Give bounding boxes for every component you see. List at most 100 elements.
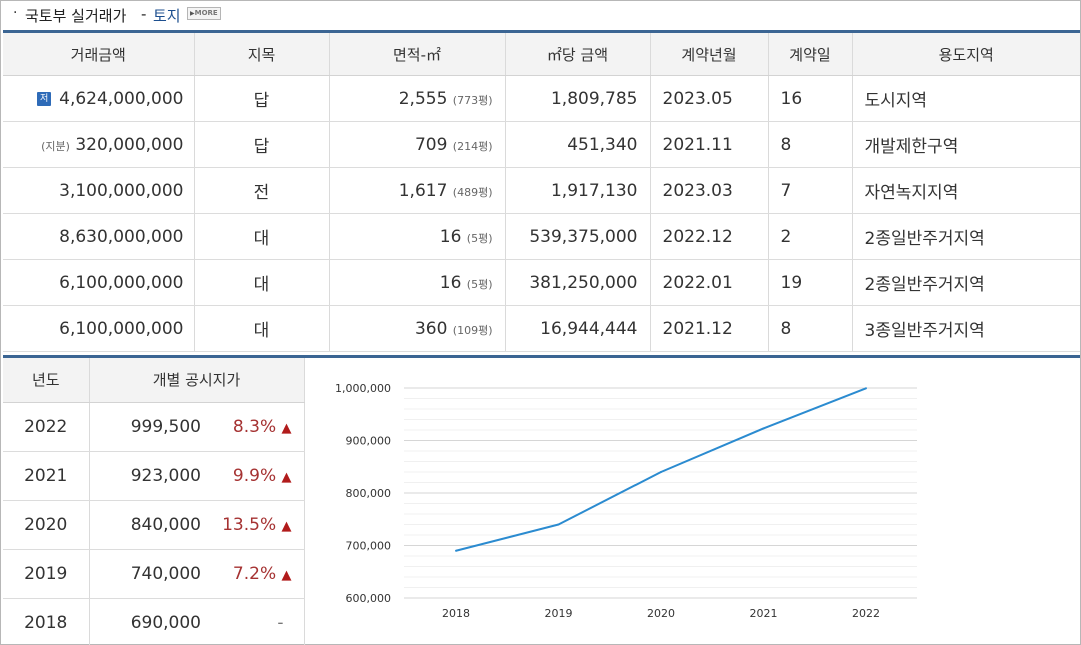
contract-day-cell: 16 — [768, 75, 853, 122]
up-arrow-icon: ▲ — [281, 567, 292, 583]
area-cell: 2,555 (773평) — [329, 75, 506, 122]
year-cell: 2020 — [3, 500, 90, 550]
area-value: 16 — [439, 272, 462, 293]
category-cell: 답 — [194, 75, 330, 122]
x-tick-label: 2019 — [545, 607, 573, 620]
x-tick-label: 2022 — [852, 607, 880, 620]
no-change-value: - — [277, 612, 284, 633]
land-price-chart-svg: 600,000 700,000 800,000 900,000 1,000,000 201… — [335, 382, 917, 620]
change-cell: 8.3% ▲ — [211, 402, 305, 452]
area-cell: 1,617 (489평) — [329, 167, 506, 214]
land-price-cell: 690,000 — [89, 598, 211, 645]
category-cell: 대 — [194, 259, 330, 306]
year-cell: 2021 — [3, 451, 90, 501]
low-floor-badge: 저 — [37, 91, 52, 106]
change-value: 13.5% — [222, 514, 277, 535]
data-point — [660, 471, 662, 473]
data-point — [865, 387, 867, 390]
zone-cell: 개발제한구역 — [852, 121, 1080, 168]
column-header: 지목 — [194, 30, 330, 76]
data-point — [762, 427, 765, 430]
table-row: 2018 690,000 - — [3, 598, 305, 645]
table-row: 6,100,000,000 대 360 (109평) 16,944,444 20… — [3, 305, 1080, 352]
table-row: 저 4,624,000,000 답 2,555 (773평) 1,809,785 … — [3, 75, 1080, 122]
y-tick-label: 600,000 — [346, 592, 392, 605]
price-cell: 6,100,000,000 — [3, 305, 195, 352]
area-value: 360 — [414, 318, 448, 339]
table-row: 6,100,000,000 대 16 (5평) 381,250,000 2022… — [3, 259, 1080, 306]
area-cell: 16 (5평) — [329, 259, 506, 306]
table-row: 8,630,000,000 대 16 (5평) 539,375,000 2022… — [3, 213, 1080, 260]
contract-day-cell: 8 — [768, 121, 853, 168]
column-header: 계약년월 — [650, 30, 769, 76]
contract-month-cell: 2021.11 — [650, 121, 769, 168]
year-cell: 2022 — [3, 402, 90, 452]
up-arrow-icon: ▲ — [281, 518, 292, 534]
share-label: (지분) — [41, 139, 70, 153]
land-price-cell: 840,000 — [89, 500, 211, 550]
category-cell: 전 — [194, 167, 330, 214]
play-icon: ▶ — [190, 10, 195, 17]
table-row: (지분) 320,000,000 답 709 (214평) 451,340 20… — [3, 121, 1080, 168]
official-land-price-table: 년도 개별 공시지가 2022 999,500 8.3% ▲ 2021 923,… — [3, 358, 305, 645]
change-value: 7.2% — [232, 563, 277, 584]
unit-price-cell: 539,375,000 — [505, 213, 651, 260]
column-header: 년도 — [3, 358, 90, 403]
contract-month-cell: 2022.01 — [650, 259, 769, 306]
title-separator: - — [141, 5, 147, 23]
pyeong-value: (109평) — [452, 323, 493, 337]
contract-month-cell: 2022.12 — [650, 213, 769, 260]
transaction-header-row: 거래금액 지목 면적-㎡ ㎡당 금액 계약년월 계약일 용도지역 — [3, 30, 1080, 76]
table-row: 2021 923,000 9.9% ▲ — [3, 451, 305, 501]
area-value: 1,617 — [398, 180, 448, 201]
zone-cell: 3종일반주거지역 — [852, 305, 1080, 352]
y-tick-label: 800,000 — [346, 487, 392, 500]
pyeong-value: (5평) — [466, 231, 493, 245]
zone-cell: 2종일반주거지역 — [852, 213, 1080, 260]
panel-subtitle: 토지 — [153, 7, 181, 25]
more-button[interactable]: ▶MORE — [187, 7, 221, 20]
price-cell: 6,100,000,000 — [3, 259, 195, 306]
pyeong-value: (214평) — [452, 139, 493, 153]
table-row: 3,100,000,000 전 1,617 (489평) 1,917,130 2… — [3, 167, 1080, 214]
price-cell: 저 4,624,000,000 — [3, 75, 195, 122]
column-header: 계약일 — [768, 30, 853, 76]
up-arrow-icon: ▲ — [281, 469, 292, 485]
contract-day-cell: 19 — [768, 259, 853, 306]
transaction-table: 거래금액 지목 면적-㎡ ㎡당 금액 계약년월 계약일 용도지역 저 4,624,… — [3, 30, 1080, 352]
area-value: 709 — [414, 134, 448, 155]
contract-month-cell: 2023.05 — [650, 75, 769, 122]
change-cell: - — [211, 598, 305, 645]
land-price-cell: 923,000 — [89, 451, 211, 501]
unit-price-cell: 451,340 — [505, 121, 651, 168]
data-point — [455, 549, 457, 552]
column-header: 거래금액 — [3, 30, 195, 76]
unit-price-cell: 1,917,130 — [505, 167, 651, 214]
series-line — [455, 387, 867, 552]
change-value: 8.3% — [232, 416, 277, 437]
table-row: 2020 840,000 13.5% ▲ — [3, 500, 305, 550]
column-header: 개별 공시지가 — [89, 358, 305, 403]
category-cell: 대 — [194, 305, 330, 352]
data-point — [557, 523, 560, 526]
contract-month-cell: 2023.03 — [650, 167, 769, 214]
price-cell: 3,100,000,000 — [3, 167, 195, 214]
up-arrow-icon: ▲ — [281, 420, 292, 436]
y-tick-label: 1,000,000 — [335, 382, 391, 395]
change-cell: 7.2% ▲ — [211, 549, 305, 599]
x-tick-label: 2021 — [750, 607, 778, 620]
table-row: 2022 999,500 8.3% ▲ — [3, 402, 305, 452]
panel-title-bar: · 국토부 실거래가 - 토지 ▶MORE — [1, 1, 1080, 29]
contract-day-cell: 7 — [768, 167, 853, 214]
table-row: 2019 740,000 7.2% ▲ — [3, 549, 305, 599]
column-header: 면적-㎡ — [329, 30, 506, 76]
zone-cell: 도시지역 — [852, 75, 1080, 122]
land-price-cell: 740,000 — [89, 549, 211, 599]
change-cell: 13.5% ▲ — [211, 500, 305, 550]
area-cell: 360 (109평) — [329, 305, 506, 352]
year-cell: 2018 — [3, 598, 90, 645]
more-label: MORE — [194, 9, 218, 17]
section-divider — [3, 355, 1080, 358]
area-value: 16 — [439, 226, 462, 247]
